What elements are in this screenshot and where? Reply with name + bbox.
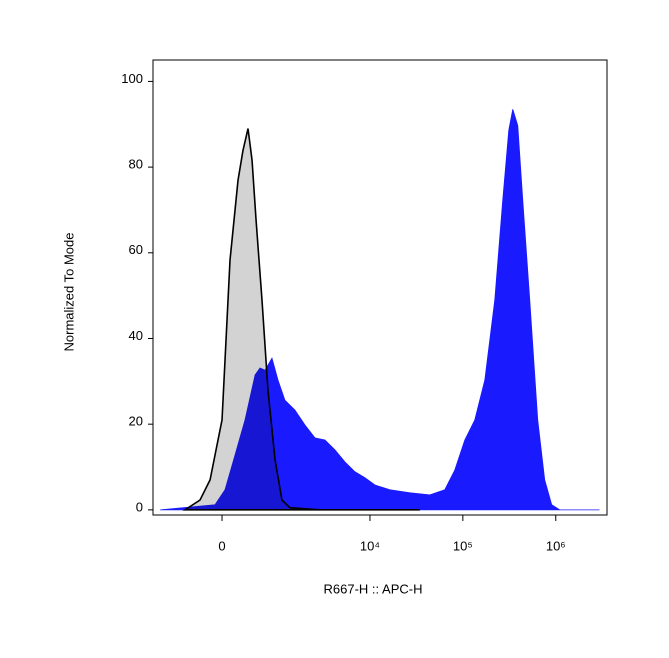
x-axis-label: R667-H :: APC-H xyxy=(324,581,423,596)
y-tick-label: 60 xyxy=(129,242,143,257)
x-tick-label: 10⁴ xyxy=(360,538,380,553)
y-tick-label: 20 xyxy=(129,414,143,429)
y-axis-label: Normalized To Mode xyxy=(61,233,76,352)
x-tick-label: 0 xyxy=(218,538,225,553)
plot-frame xyxy=(152,59,608,516)
y-tick-label: 40 xyxy=(129,328,143,343)
plot-area xyxy=(160,109,600,511)
histogram-area xyxy=(160,109,600,511)
y-tick-label: 0 xyxy=(136,499,143,514)
y-tick-label: 100 xyxy=(121,71,143,86)
x-tick-label: 10⁵ xyxy=(453,538,473,553)
y-tick-label: 80 xyxy=(129,157,143,172)
x-tick-label: 10⁶ xyxy=(546,538,566,553)
